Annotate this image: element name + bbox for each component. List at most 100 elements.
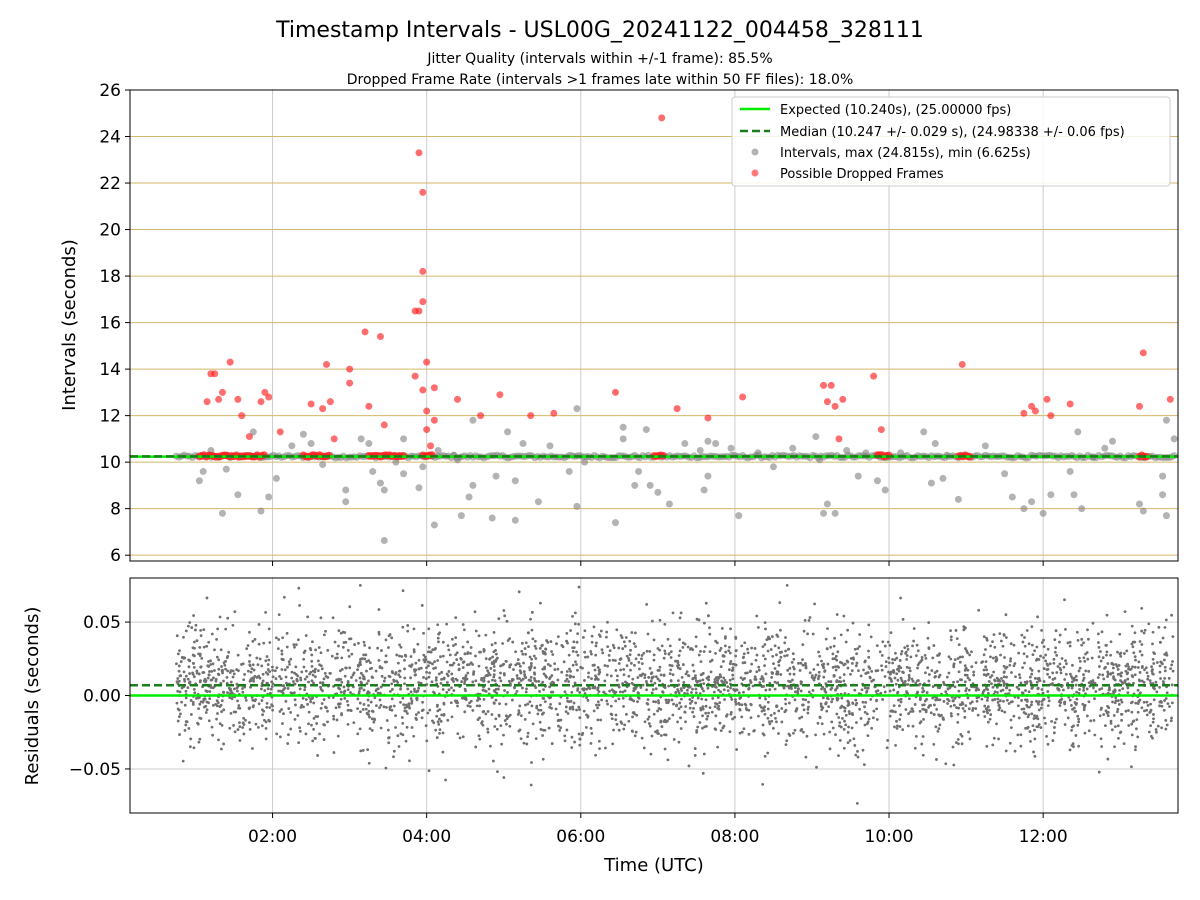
residual-point <box>356 697 360 701</box>
residual-point <box>986 691 990 695</box>
residual-point <box>515 689 519 693</box>
residual-point <box>689 702 692 705</box>
residual-point <box>636 700 639 704</box>
residual-point <box>748 679 752 682</box>
dropped-frame-point <box>877 426 885 434</box>
residual-point <box>317 646 321 649</box>
residual-point <box>693 747 697 750</box>
residual-point <box>889 631 893 635</box>
residual-point <box>413 673 417 677</box>
residual-point <box>679 611 683 615</box>
residual-point <box>519 671 523 675</box>
residual-point <box>799 689 803 693</box>
residual-point <box>894 710 897 714</box>
residual-point <box>694 701 698 705</box>
residual-point <box>302 651 306 654</box>
residual-point <box>1158 664 1162 668</box>
residual-point <box>438 717 441 721</box>
residual-point <box>473 610 477 614</box>
residual-point <box>902 671 905 674</box>
interval-point <box>1162 416 1170 424</box>
residual-point <box>536 712 540 716</box>
residual-point <box>637 660 641 664</box>
residual-point <box>815 765 818 769</box>
residual-point <box>1075 678 1079 682</box>
residual-point <box>264 737 268 741</box>
residual-point <box>802 629 806 633</box>
residual-point <box>176 689 180 693</box>
residual-point <box>455 658 459 661</box>
residual-point <box>1068 644 1072 648</box>
residual-point <box>358 689 361 693</box>
residual-point <box>401 625 405 629</box>
residual-point <box>887 656 891 660</box>
residual-point <box>1132 651 1136 655</box>
interval-point <box>981 442 989 450</box>
residual-point <box>304 732 308 736</box>
residual-point <box>189 737 193 741</box>
residual-point <box>576 653 580 657</box>
residual-point <box>850 726 854 730</box>
residual-point <box>217 738 220 742</box>
residual-point <box>509 663 513 667</box>
residual-point <box>268 641 272 644</box>
residual-point <box>1072 724 1075 728</box>
interval-point <box>831 509 839 517</box>
residual-point <box>997 708 1001 712</box>
residual-point <box>641 683 645 687</box>
residual-point <box>223 663 227 667</box>
dropped-frame-point <box>423 426 431 434</box>
residual-point <box>850 662 854 665</box>
residual-point <box>656 647 660 650</box>
interval-point <box>1047 491 1055 499</box>
residual-point <box>1131 645 1135 649</box>
residual-point <box>1152 713 1155 716</box>
residual-point <box>319 687 323 691</box>
residual-point <box>1106 714 1110 717</box>
residual-point <box>1051 683 1055 687</box>
residual-point <box>521 652 525 656</box>
residual-point <box>337 705 341 709</box>
residual-point <box>467 663 471 666</box>
residual-point <box>463 682 466 686</box>
residual-point <box>397 745 401 748</box>
residual-point <box>340 713 343 717</box>
residual-point <box>1165 653 1169 657</box>
residual-point <box>779 655 783 659</box>
residual-point <box>1068 640 1072 644</box>
residual-point <box>954 629 958 632</box>
residual-point <box>762 654 765 658</box>
residual-point <box>999 639 1003 643</box>
residual-point <box>428 708 432 712</box>
residual-point <box>520 641 524 645</box>
residual-point <box>1004 686 1008 690</box>
residual-point <box>935 707 939 711</box>
dropped-frame-point <box>550 409 558 417</box>
residual-point <box>222 742 225 746</box>
residual-point <box>220 710 223 714</box>
residual-point <box>297 586 301 590</box>
residual-point <box>842 705 846 709</box>
residual-point <box>244 696 247 700</box>
residual-point <box>280 649 284 653</box>
residual-point <box>320 702 324 705</box>
residual-point <box>441 654 445 658</box>
residual-point <box>965 673 969 677</box>
residual-point <box>1042 680 1046 683</box>
residual-point <box>724 650 728 654</box>
residual-point <box>288 662 291 666</box>
residual-point <box>179 712 182 716</box>
residual-point <box>738 708 742 712</box>
residual-point <box>335 652 339 656</box>
residual-point <box>640 662 644 665</box>
residual-point <box>527 678 531 682</box>
residual-point <box>264 727 268 730</box>
residual-point <box>899 697 903 701</box>
residual-point <box>1149 734 1153 738</box>
dropped-frame-point <box>527 412 535 420</box>
residual-point <box>425 670 429 674</box>
residual-point <box>1120 671 1123 675</box>
residual-point <box>302 657 306 661</box>
residual-point <box>1002 675 1006 679</box>
residual-point <box>1026 726 1029 730</box>
